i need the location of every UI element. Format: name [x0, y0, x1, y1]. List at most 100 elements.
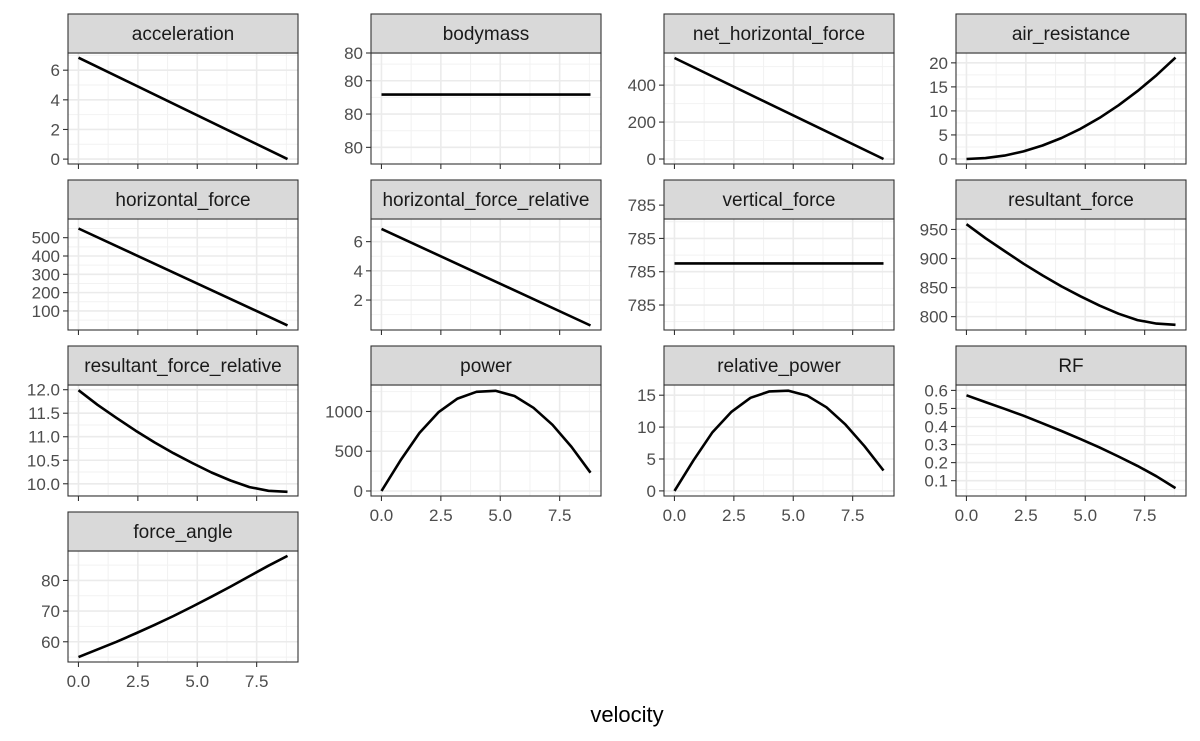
facet-panel-resultant_force: resultant_force 800 850 900 950: [920, 179, 1187, 335]
facet-strip: [663, 345, 895, 386]
y-tick-label: 850: [920, 279, 948, 298]
facet-strip-label: vertical_force: [723, 190, 836, 211]
y-tick-label: 100: [32, 302, 60, 321]
facet-strip-label: horizontal_force_relative: [382, 190, 589, 211]
facet-strip-label: bodymass: [443, 24, 530, 45]
y-tick-label: 15: [637, 386, 656, 405]
y-tick-label: 10.5: [27, 451, 60, 470]
facet-strip-label: net_horizontal_force: [693, 24, 865, 45]
y-tick-label: 10: [929, 102, 948, 121]
x-tick-label: 5.0: [781, 506, 805, 525]
facet-strip-label: relative_power: [717, 356, 841, 377]
y-tick-label: 10: [637, 418, 656, 437]
facet-strip-label: RF: [1058, 356, 1083, 377]
y-tick-label: 80: [344, 72, 363, 91]
x-tick-label: 2.5: [722, 506, 746, 525]
x-tick-label: 2.5: [429, 506, 453, 525]
panel-background: [371, 385, 601, 496]
facet-panel-relative_power: relative_power 0 5 10 15 0.0 2.5 5.0 7.5: [637, 345, 895, 525]
x-tick-label: 5.0: [185, 672, 209, 691]
y-tick-label: 0: [647, 482, 656, 501]
x-axis-title: velocity: [590, 702, 663, 727]
y-tick-label: 400: [32, 247, 60, 266]
series-line-power: [380, 389, 592, 492]
y-tick-label: 0: [939, 150, 948, 169]
facet-strip: [663, 13, 895, 54]
y-tick-label: 0.2: [924, 454, 948, 473]
x-tick-label: 0.0: [67, 672, 91, 691]
y-tick-label: 800: [920, 308, 948, 327]
series-line-air_resistance: [966, 56, 1177, 161]
facet-strip-label: air_resistance: [1012, 24, 1130, 45]
y-tick-label: 4: [51, 91, 60, 110]
facet-strip: [67, 345, 299, 386]
facet-strip: [370, 179, 602, 220]
y-tick-label: 0: [647, 150, 656, 169]
y-tick-label: 10.0: [27, 475, 60, 494]
series-line-relative_power: [673, 389, 885, 492]
y-tick-label: 0.1: [924, 472, 948, 491]
y-tick-label: 200: [32, 284, 60, 303]
y-tick-label: 6: [354, 233, 363, 252]
y-tick-label: 2: [51, 120, 60, 139]
x-tick-label: 0.0: [663, 506, 687, 525]
panel-background: [956, 219, 1186, 330]
facet-panel-vertical_force: vertical_force 785 785 785 785: [628, 179, 895, 335]
y-tick-label: 0.6: [924, 381, 948, 400]
y-tick-label: 785: [628, 296, 656, 315]
facet-strip: [955, 179, 1187, 220]
facet-strip: [67, 179, 299, 220]
series-line-resultant_force: [965, 223, 1176, 327]
y-tick-label: 70: [41, 602, 60, 621]
facet-panels: acceleration 0 2 4 6 bodymass 80 80 80 80 net_hori…: [27, 13, 1187, 691]
facet-panel-horizontal_force_relative: horizontal_force_relative 2 4 6: [354, 179, 602, 335]
y-tick-label: 11.5: [28, 404, 60, 423]
x-tick-label: 5.0: [488, 506, 512, 525]
y-tick-label: 4: [354, 262, 363, 281]
facet-strip: [370, 13, 602, 54]
panel-background: [68, 385, 298, 496]
series-line-net_horizontal_force: [673, 56, 885, 161]
series-line-RF: [966, 394, 1177, 490]
y-tick-label: 11.0: [28, 428, 60, 447]
y-tick-label: 400: [628, 76, 656, 95]
facet-strip-label: resultant_force: [1008, 190, 1134, 211]
y-tick-label: 0.5: [924, 399, 948, 418]
y-tick-label: 500: [32, 229, 60, 248]
series-line-horizontal_force_relative: [380, 227, 592, 327]
x-tick-label: 0.0: [370, 506, 394, 525]
facet-panel-power: power 0 500 1000 0.0 2.5 5.0 7.5: [325, 345, 602, 525]
y-tick-label: 2: [354, 291, 363, 310]
panel-background: [371, 53, 601, 164]
y-tick-label: 5: [647, 450, 656, 469]
y-tick-label: 950: [920, 220, 948, 239]
x-tick-label: 7.5: [245, 672, 269, 691]
facet-panel-acceleration: acceleration 0 2 4 6: [51, 13, 299, 169]
facet-strip: [67, 511, 299, 552]
y-tick-label: 80: [344, 138, 363, 157]
y-tick-label: 785: [628, 196, 656, 215]
facet-strip: [955, 345, 1187, 386]
y-tick-label: 0: [51, 150, 60, 169]
facet-panel-net_horizontal_force: net_horizontal_force 0 200 400: [628, 13, 895, 169]
y-tick-label: 900: [920, 250, 948, 269]
panel-background: [956, 385, 1186, 496]
x-tick-label: 2.5: [126, 672, 150, 691]
x-tick-label: 2.5: [1014, 506, 1038, 525]
facet-strip-label: acceleration: [132, 24, 234, 45]
series-line-resultant_force_relative: [77, 389, 288, 494]
y-tick-label: 15: [929, 78, 948, 97]
y-tick-label: 0: [354, 482, 363, 501]
y-tick-label: 20: [929, 54, 948, 73]
panel-background: [956, 53, 1186, 164]
y-tick-label: 80: [344, 44, 363, 63]
panel-background: [664, 385, 894, 496]
y-tick-label: 200: [628, 113, 656, 132]
y-tick-label: 0.4: [924, 418, 948, 437]
series-line-horizontal_force: [77, 227, 289, 327]
y-tick-label: 12.0: [27, 381, 60, 400]
y-tick-label: 785: [628, 263, 656, 282]
facet-strip-label: force_angle: [133, 522, 232, 543]
